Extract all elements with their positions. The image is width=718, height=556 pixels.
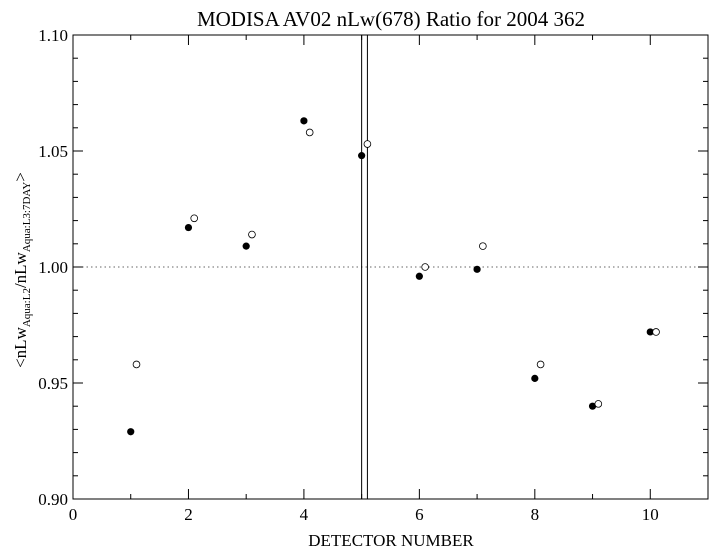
open-data-point	[132, 360, 141, 369]
x-axis-label: DETECTOR NUMBER	[308, 531, 474, 550]
x-tick-label: 6	[415, 505, 424, 524]
open-data-point	[305, 128, 314, 137]
filled-data-point	[300, 117, 308, 125]
y-tick-label: 0.95	[38, 374, 68, 393]
open-data-point	[190, 214, 199, 223]
y-tick-label: 1.00	[38, 258, 68, 277]
open-data-point	[363, 140, 372, 148]
plot-frame	[72, 34, 709, 500]
filled-data-point	[127, 428, 135, 436]
filled-data-point	[473, 265, 481, 273]
y-axis-label-part: <nLw	[11, 326, 30, 367]
y-tick-label: 0.90	[38, 490, 68, 509]
open-data-point	[652, 328, 660, 336]
open-data-point	[421, 263, 429, 271]
reference-lines	[73, 35, 708, 499]
filled-data-point	[184, 223, 193, 232]
y-axis-label: <nLwAqua:L2/nLwAqua:L3:7DAY>	[11, 172, 33, 368]
filled-data-point	[588, 402, 597, 410]
y-tick-label: 1.10	[38, 26, 68, 45]
chart-title: MODISA AV02 nLw(678) Ratio for 2004 362	[197, 7, 585, 31]
x-tick-label: 10	[642, 505, 659, 524]
filled-data-point	[242, 242, 250, 250]
filled-data-point	[358, 152, 366, 160]
open-data-point	[248, 230, 256, 239]
open-data-point	[479, 242, 487, 250]
data-points	[127, 117, 660, 436]
y-axis-label-subscript: Aqua:L2	[21, 288, 33, 327]
x-tick-label: 4	[300, 505, 309, 524]
y-tick-label: 1.05	[38, 142, 68, 161]
filled-data-point	[646, 328, 654, 336]
open-data-point	[536, 360, 545, 369]
y-axis-label-part: >	[11, 172, 30, 182]
filled-data-point	[531, 374, 539, 382]
x-tick-label: 0	[69, 505, 78, 524]
y-axis-label-part: /nLw	[11, 251, 30, 288]
x-tick-label: 2	[184, 505, 193, 524]
y-axis-label-subscript: Aqua:L3:7DAY	[21, 182, 33, 253]
filled-data-point	[415, 272, 423, 280]
open-data-point	[594, 400, 603, 408]
axes: 0 2 4 6 8 10 0.90 0.95 1.00 1.05 1.10	[38, 26, 709, 524]
x-tick-label: 8	[531, 505, 540, 524]
